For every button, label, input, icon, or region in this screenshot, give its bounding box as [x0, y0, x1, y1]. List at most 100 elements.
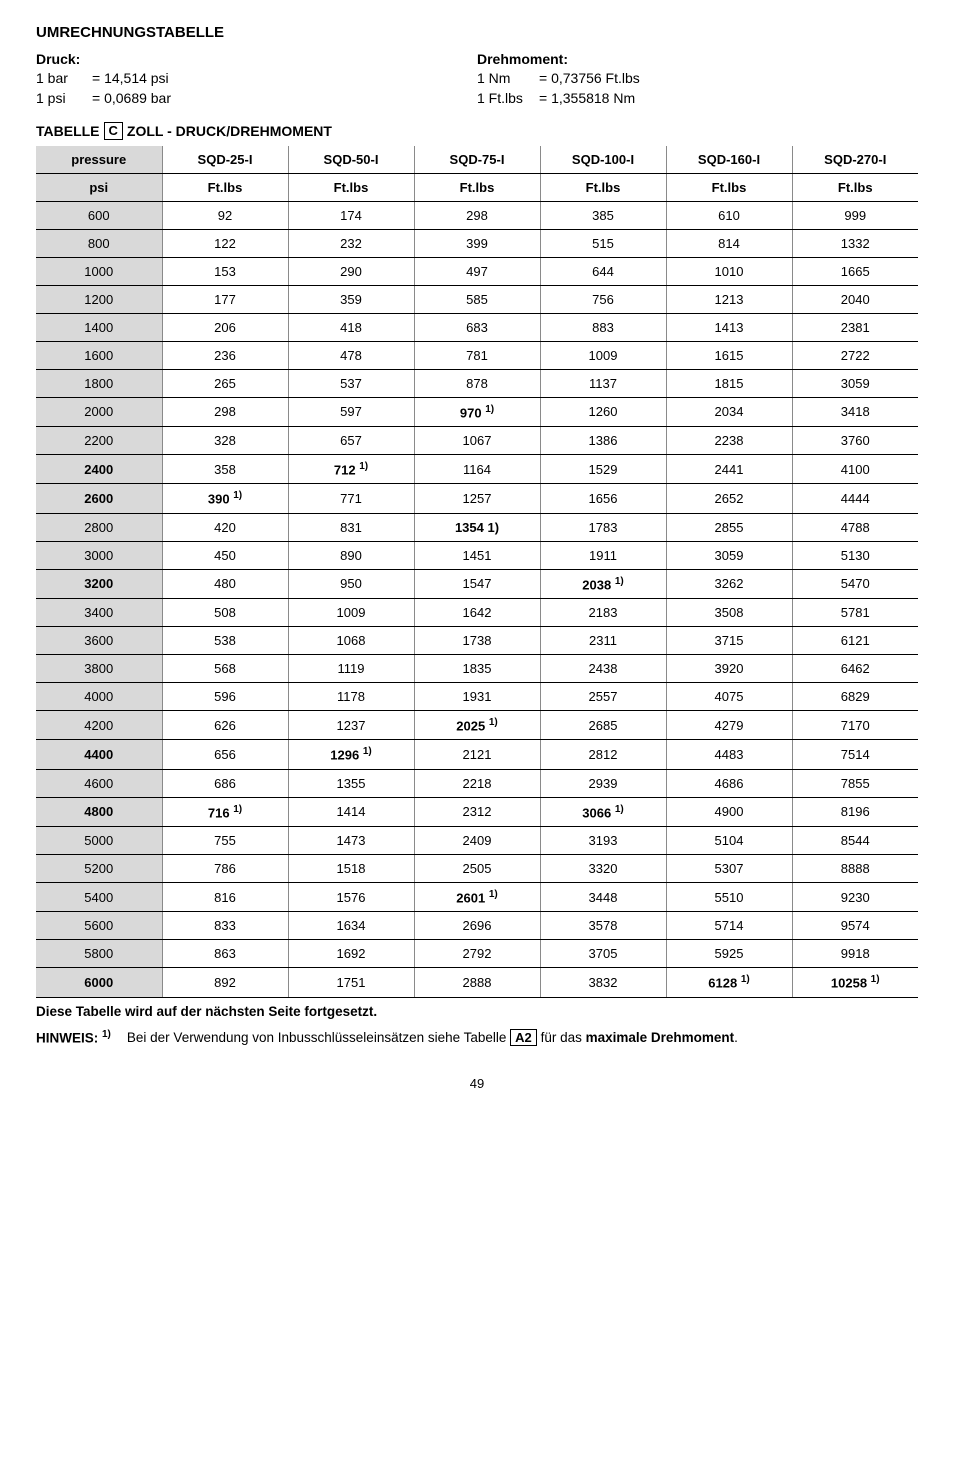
value-cell: 2939	[540, 769, 666, 797]
unit-header: Ft.lbs	[540, 173, 666, 201]
value-cell: 1332	[792, 229, 918, 257]
value-cell: 8544	[792, 827, 918, 855]
column-header: SQD-50-I	[288, 146, 414, 174]
value-cell: 9230	[792, 883, 918, 912]
table-title-post: ZOLL - DRUCK/DREHMOMENT	[127, 123, 332, 139]
psi-cell: 4800	[36, 797, 162, 826]
column-header: SQD-100-I	[540, 146, 666, 174]
value-cell: 2685	[540, 711, 666, 740]
value-cell: 3320	[540, 855, 666, 883]
psi-cell: 3600	[36, 627, 162, 655]
conv-unit: 1 bar	[36, 69, 92, 89]
torque-table: pressureSQD-25-ISQD-50-ISQD-75-ISQD-100-…	[36, 146, 918, 998]
table-row: 2000298597970 1)126020343418	[36, 397, 918, 426]
value-cell: 4444	[792, 484, 918, 513]
psi-cell: 1800	[36, 369, 162, 397]
value-cell: 2381	[792, 313, 918, 341]
value-cell: 1642	[414, 599, 540, 627]
value-cell: 1296 1)	[288, 740, 414, 769]
value-cell: 1237	[288, 711, 414, 740]
continuation-note: Diese Tabelle wird auf der nächsten Seit…	[36, 1004, 918, 1019]
conversion-block: Druck: 1 bar = 14,514 psi 1 psi = 0,0689…	[36, 51, 918, 108]
table-row: 100015329049764410101665	[36, 257, 918, 285]
value-cell: 999	[792, 201, 918, 229]
value-cell: 1413	[666, 313, 792, 341]
pressure-heading: Druck:	[36, 51, 171, 67]
value-cell: 174	[288, 201, 414, 229]
table-row: 380056811191835243839206462	[36, 655, 918, 683]
value-cell: 1119	[288, 655, 414, 683]
table-row: 580086316922792370559259918	[36, 940, 918, 968]
value-cell: 1068	[288, 627, 414, 655]
hinweis-period: .	[734, 1030, 738, 1045]
value-cell: 610	[666, 201, 792, 229]
value-cell: 2312	[414, 797, 540, 826]
value-cell: 3262	[666, 569, 792, 598]
value-cell: 4075	[666, 683, 792, 711]
conversion-heading: UMRECHNUNGSTABELLE	[36, 24, 918, 41]
unit-header: Ft.lbs	[666, 173, 792, 201]
table-row: 1800265537878113718153059	[36, 369, 918, 397]
psi-cell: 3800	[36, 655, 162, 683]
value-cell: 480	[162, 569, 288, 598]
table-row: 540081615762601 1)344855109230	[36, 883, 918, 912]
value-cell: 3066 1)	[540, 797, 666, 826]
torque-heading: Drehmoment:	[477, 51, 918, 67]
table-row: 520078615182505332053078888	[36, 855, 918, 883]
value-cell: 236	[162, 341, 288, 369]
value-cell: 5470	[792, 569, 918, 598]
value-cell: 2040	[792, 285, 918, 313]
value-cell: 2038 1)	[540, 569, 666, 598]
value-cell: 1634	[288, 912, 414, 940]
psi-cell: 5400	[36, 883, 162, 912]
value-cell: 950	[288, 569, 414, 598]
unit-header: Ft.lbs	[288, 173, 414, 201]
value-cell: 771	[288, 484, 414, 513]
value-cell: 814	[666, 229, 792, 257]
value-cell: 2441	[666, 455, 792, 484]
value-cell: 755	[162, 827, 288, 855]
conv-value: = 14,514 psi	[92, 69, 169, 89]
value-cell: 596	[162, 683, 288, 711]
value-cell: 6128 1)	[666, 968, 792, 997]
table-row: 44006561296 1)2121281244837514	[36, 740, 918, 769]
value-cell: 1656	[540, 484, 666, 513]
value-cell: 2183	[540, 599, 666, 627]
value-cell: 2218	[414, 769, 540, 797]
value-cell: 2601 1)	[414, 883, 540, 912]
value-cell: 2792	[414, 940, 540, 968]
psi-cell: 2000	[36, 397, 162, 426]
psi-cell: 2800	[36, 513, 162, 541]
value-cell: 2034	[666, 397, 792, 426]
value-cell: 1213	[666, 285, 792, 313]
table-row: 340050810091642218335085781	[36, 599, 918, 627]
value-cell: 359	[288, 285, 414, 313]
table-row: 360053810681738231137156121	[36, 627, 918, 655]
value-cell: 177	[162, 285, 288, 313]
value-cell: 1260	[540, 397, 666, 426]
value-cell: 5714	[666, 912, 792, 940]
value-cell: 3760	[792, 427, 918, 455]
unit-header: Ft.lbs	[414, 173, 540, 201]
psi-cell: 1200	[36, 285, 162, 313]
psi-cell: 5200	[36, 855, 162, 883]
hinweis-bold: maximale Drehmoment	[586, 1030, 735, 1045]
value-cell: 3193	[540, 827, 666, 855]
value-cell: 1164	[414, 455, 540, 484]
table-row: 1600236478781100916152722	[36, 341, 918, 369]
page-number: 49	[36, 1076, 918, 1091]
value-cell: 538	[162, 627, 288, 655]
table-row: 60008921751288838326128 1)10258 1)	[36, 968, 918, 997]
unit-header: Ft.lbs	[162, 173, 288, 201]
value-cell: 1518	[288, 855, 414, 883]
value-cell: 1529	[540, 455, 666, 484]
psi-cell: 3000	[36, 541, 162, 569]
value-cell: 153	[162, 257, 288, 285]
value-cell: 2652	[666, 484, 792, 513]
psi-cell: 1400	[36, 313, 162, 341]
value-cell: 1257	[414, 484, 540, 513]
value-cell: 4686	[666, 769, 792, 797]
table-row: 560083316342696357857149574	[36, 912, 918, 940]
psi-cell: 3400	[36, 599, 162, 627]
value-cell: 290	[288, 257, 414, 285]
